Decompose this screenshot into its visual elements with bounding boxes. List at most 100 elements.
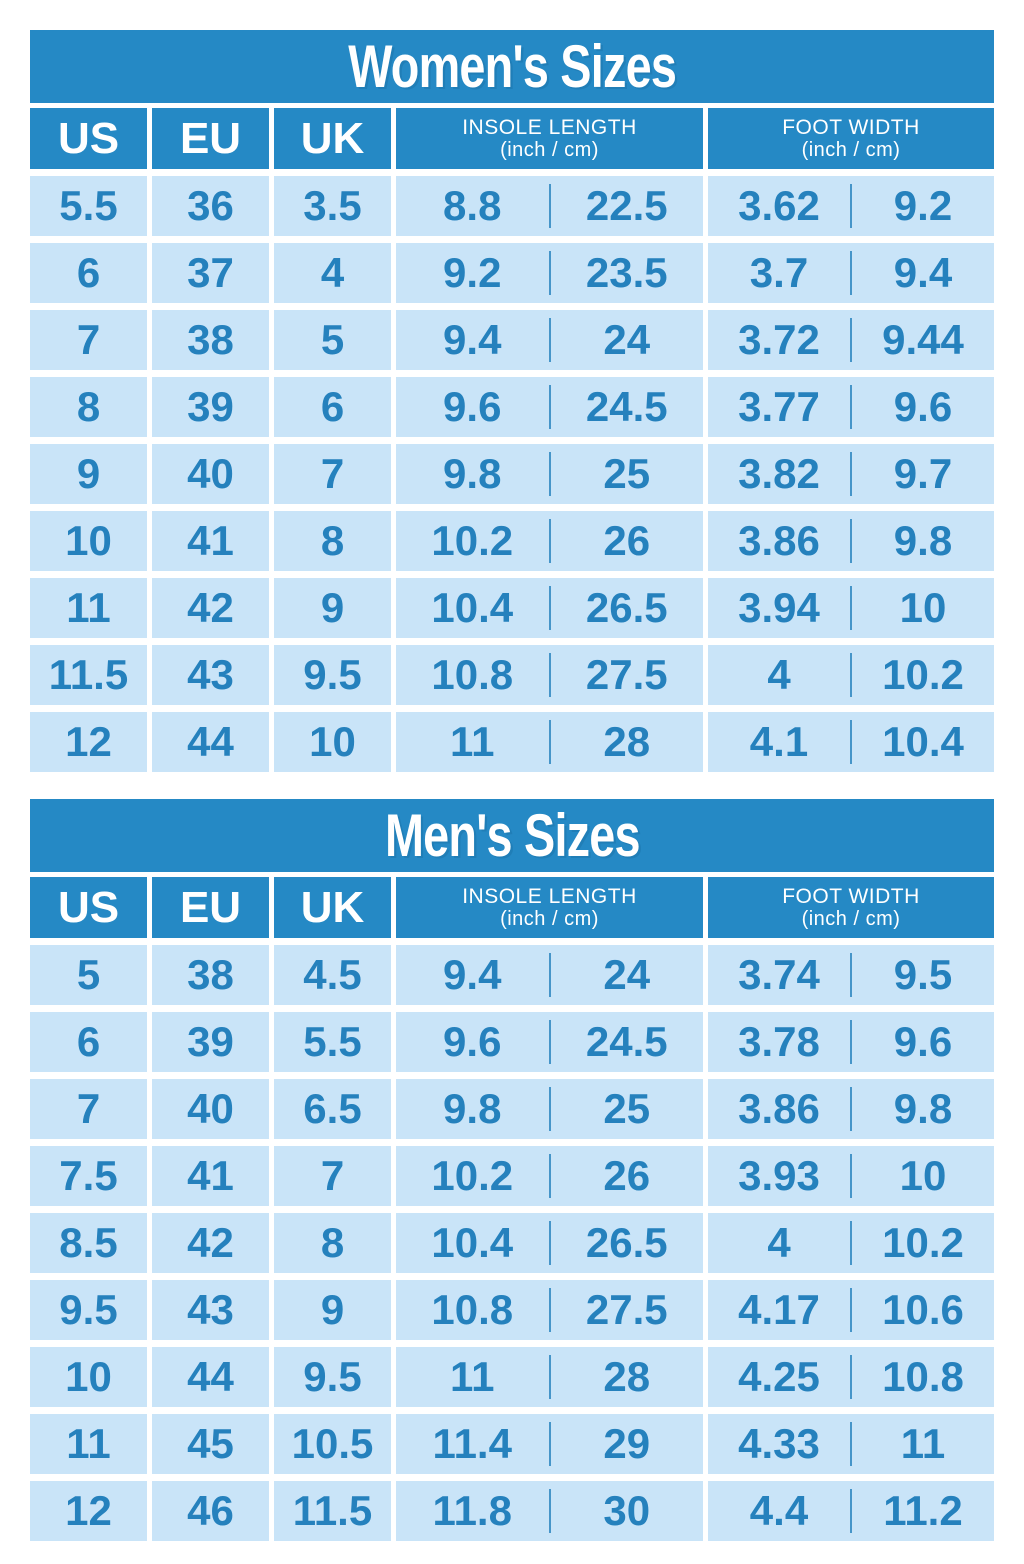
- foot-width-cm-value: 10.2: [882, 651, 964, 698]
- insole-cm-value: 25: [603, 1085, 651, 1132]
- insole-cm-value: 23.5: [585, 249, 668, 296]
- foot-width-cm-value: 10: [899, 584, 947, 631]
- insole-inch-value: 11: [450, 718, 495, 765]
- size-row: 7.5 41 7 10.2 26 3.93 10: [30, 1146, 994, 1206]
- size-row: 10 44 9.5 11 28 4.25 10.8: [30, 1347, 994, 1407]
- insole-cm-value: 27.5: [585, 651, 668, 698]
- us-size-cell: 5.5: [30, 176, 147, 236]
- size-row: 11 45 10.5 11.4 29 4.33 11: [30, 1414, 994, 1474]
- uk-size-cell: 9.5: [274, 645, 391, 705]
- foot-width-inch-value: 4: [767, 651, 791, 698]
- insole-length-cell: 10.2 26: [396, 1146, 703, 1206]
- us-size-cell: 10: [30, 511, 147, 571]
- insole-inch-value: 9.4: [443, 951, 502, 998]
- foot-width-cell: 3.74 9.5: [708, 945, 994, 1005]
- foot-width-cell: 4.1 10.4: [708, 712, 994, 772]
- foot-width-inch-value: 4.25: [738, 1353, 820, 1400]
- foot-width-cell: 4.17 10.6: [708, 1280, 994, 1340]
- uk-size-cell: 5: [274, 310, 391, 370]
- uk-size-cell: 10.5: [274, 1414, 391, 1474]
- foot-width-cm-value: 9.6: [893, 1018, 953, 1065]
- cell-divider: [548, 1355, 551, 1399]
- insole-length-cell: 10.8 27.5: [396, 645, 703, 705]
- insole-length-cell: 9.8 25: [396, 1079, 703, 1139]
- size-row: 8.5 42 8 10.4 26.5 4 10.2: [30, 1213, 994, 1273]
- cell-divider: [548, 720, 551, 764]
- cell-divider: [850, 720, 852, 764]
- insole-cm-value: 27.5: [585, 1286, 668, 1333]
- insole-cm-value: 30: [603, 1487, 651, 1534]
- cell-divider: [548, 452, 551, 496]
- foot-width-cm-value: 9.4: [893, 249, 953, 296]
- eu-size-cell: 41: [152, 511, 269, 571]
- foot-width-cell: 4.33 11: [708, 1414, 994, 1474]
- eu-size-cell: 40: [152, 1079, 269, 1139]
- uk-size-cell: 3.5: [274, 176, 391, 236]
- column-header-eu: EU: [152, 877, 269, 938]
- foot-width-cm-value: 9.5: [893, 951, 953, 998]
- uk-size-cell: 8: [274, 1213, 391, 1273]
- cell-divider: [548, 1221, 551, 1265]
- foot-width-inch-value: 4.33: [738, 1420, 820, 1467]
- insole-inch-value: 9.6: [443, 383, 502, 430]
- foot-width-inch-value: 3.72: [738, 316, 820, 363]
- us-size-cell: 7.5: [30, 1146, 147, 1206]
- foot-width-cell: 3.94 10: [708, 578, 994, 638]
- insole-inch-value: 9.8: [443, 450, 502, 497]
- foot-width-cell: 3.62 9.2: [708, 176, 994, 236]
- foot-width-inch-value: 3.86: [738, 517, 820, 564]
- insole-length-cell: 9.6 24.5: [396, 1012, 703, 1072]
- foot-width-cm-value: 10.6: [882, 1286, 964, 1333]
- eu-size-cell: 44: [152, 1347, 269, 1407]
- size-row: 6 39 5.5 9.6 24.5 3.78 9.6: [30, 1012, 994, 1072]
- foot-width-cm-value: 9.7: [893, 450, 953, 497]
- foot-width-inch-value: 4.4: [749, 1487, 809, 1534]
- cell-divider: [548, 1020, 551, 1064]
- insole-length-cell: 10.4 26.5: [396, 1213, 703, 1273]
- foot-width-inch-value: 4.1: [749, 718, 809, 765]
- cell-divider: [850, 519, 852, 563]
- foot-width-header-line1: FOOT WIDTH: [782, 115, 920, 139]
- column-header-foot-width: FOOT WIDTH (inch / cm): [708, 108, 994, 169]
- cell-divider: [548, 1154, 551, 1198]
- insole-cm-value: 26.5: [585, 584, 668, 631]
- cell-divider: [850, 1288, 852, 1332]
- us-size-cell: 10: [30, 1347, 147, 1407]
- cell-divider: [548, 1087, 551, 1131]
- insole-header-line2: (inch / cm): [500, 908, 599, 931]
- eu-size-cell: 43: [152, 1280, 269, 1340]
- column-header-uk: UK: [274, 108, 391, 169]
- cell-divider: [850, 318, 852, 362]
- womens-title-bar: Women's Sizes: [30, 30, 994, 103]
- insole-length-cell: 11.4 29: [396, 1414, 703, 1474]
- foot-width-inch-value: 3.74: [738, 951, 820, 998]
- foot-width-cell: 3.86 9.8: [708, 1079, 994, 1139]
- insole-inch-value: 10.2: [431, 1152, 514, 1199]
- foot-width-cm-value: 11.2: [883, 1487, 963, 1534]
- mens-column-header-row: US EU UK INSOLE LENGTH (inch / cm) FOOT …: [30, 877, 994, 938]
- insole-length-cell: 8.8 22.5: [396, 176, 703, 236]
- size-row: 10 41 8 10.2 26 3.86 9.8: [30, 511, 994, 571]
- cell-divider: [850, 1087, 852, 1131]
- foot-width-cm-value: 9.8: [893, 1085, 953, 1132]
- foot-width-inch-value: 3.78: [738, 1018, 820, 1065]
- eu-size-cell: 40: [152, 444, 269, 504]
- foot-width-cell: 3.86 9.8: [708, 511, 994, 571]
- insole-cm-value: 26: [603, 517, 651, 564]
- foot-width-cm-value: 10.8: [882, 1353, 964, 1400]
- insole-cm-value: 24: [603, 316, 651, 363]
- insole-cm-value: 29: [603, 1420, 651, 1467]
- uk-size-cell: 7: [274, 1146, 391, 1206]
- insole-inch-value: 8.8: [443, 182, 502, 229]
- cell-divider: [548, 318, 551, 362]
- uk-size-cell: 9: [274, 1280, 391, 1340]
- foot-width-cell: 3.7 9.4: [708, 243, 994, 303]
- eu-size-cell: 38: [152, 945, 269, 1005]
- insole-length-cell: 11 28: [396, 712, 703, 772]
- cell-divider: [850, 1422, 852, 1466]
- mens-title-bar: Men's Sizes: [30, 799, 994, 872]
- insole-inch-value: 10.8: [431, 1286, 514, 1333]
- eu-size-cell: 38: [152, 310, 269, 370]
- foot-width-cm-value: 9.6: [893, 383, 953, 430]
- insole-length-cell: 9.8 25: [396, 444, 703, 504]
